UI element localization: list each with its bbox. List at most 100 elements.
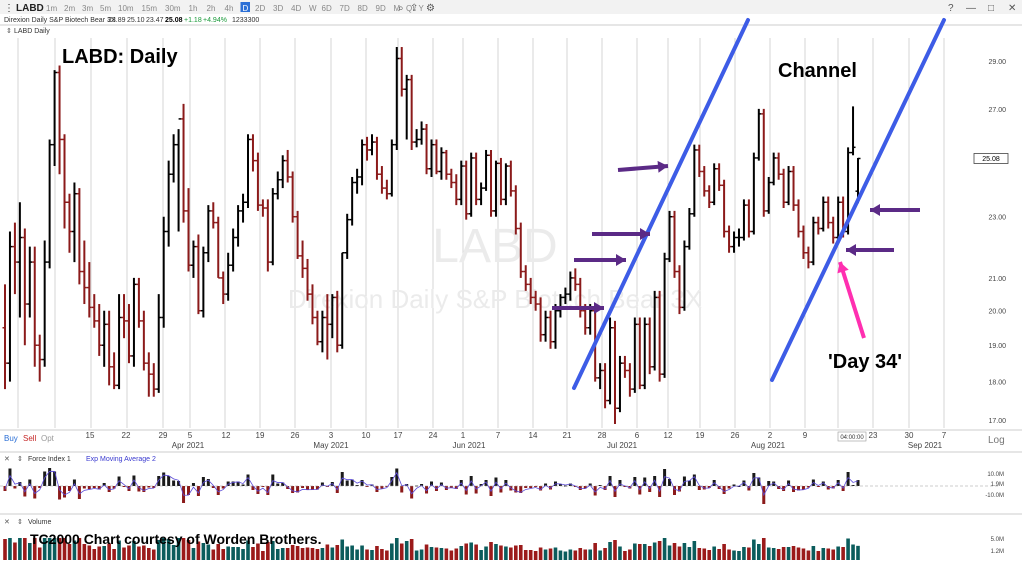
timeframe-button[interactable]: 1m (46, 4, 57, 13)
force-bar (241, 484, 245, 486)
price-bar (830, 216, 836, 244)
timeframe-button[interactable]: M (394, 4, 401, 13)
timeframe-button[interactable]: 5m (100, 4, 111, 13)
volume-bar (231, 547, 235, 560)
x-month-label: Jul 2021 (607, 441, 638, 450)
timeframe-button[interactable]: 3D (273, 4, 283, 13)
timeframe-button[interactable]: Q (406, 4, 412, 13)
price-bar (176, 118, 182, 232)
timeframe-button[interactable]: 6D (322, 4, 332, 13)
arrow-head (616, 254, 626, 266)
price-bar (503, 163, 509, 206)
price-bar (22, 228, 28, 346)
sell-button[interactable]: Sell (23, 434, 37, 443)
x-month-label: Sep 2021 (908, 441, 943, 450)
volume-bar (528, 550, 533, 560)
pane-drag-icon[interactable]: ⇕ (6, 27, 12, 35)
timeframe-button[interactable]: D (243, 4, 249, 13)
force-bar (633, 477, 637, 486)
options-button[interactable]: Opt (41, 434, 55, 443)
timeframe-button[interactable]: Y (419, 4, 425, 13)
volume-bar (27, 543, 32, 560)
close-icon[interactable]: ✕ (1008, 3, 1016, 14)
settings-icon[interactable]: ⚙ (426, 3, 435, 14)
volume-bar (196, 541, 201, 560)
force-bar (236, 481, 240, 486)
price-bar (195, 234, 201, 315)
volume-pane-drag-icon[interactable]: ⇕ (17, 518, 23, 526)
price-bar (270, 188, 276, 266)
price-bar (498, 157, 504, 206)
price-bar (622, 355, 628, 378)
force-pane-close-icon[interactable]: ✕ (4, 456, 10, 463)
timeframe-button[interactable]: 2h (207, 4, 216, 13)
price-bar (473, 152, 479, 206)
symbol-label[interactable]: LABD (16, 3, 44, 14)
force-bar (816, 486, 820, 487)
volume-bar (623, 551, 627, 560)
timeframe-button[interactable]: 4h (225, 4, 234, 13)
force-bar (752, 473, 756, 486)
volume-bar (102, 546, 106, 560)
price-bar (116, 294, 122, 390)
ema-label[interactable]: Exp Moving Average 2 (86, 456, 156, 463)
volume-bar (806, 550, 811, 560)
force-bar (851, 485, 855, 486)
timeframe-button[interactable]: 30m (165, 4, 181, 13)
timeframe-button[interactable]: 3m (82, 4, 93, 13)
minimize-icon[interactable]: — (966, 3, 976, 14)
help-icon[interactable]: ? (948, 3, 954, 14)
x-day-label: 24 (429, 431, 438, 440)
price-bar (662, 252, 668, 378)
volume-bar (82, 544, 87, 560)
force-pane-drag-icon[interactable]: ⇕ (17, 455, 23, 463)
volume-bar (221, 549, 226, 560)
force-bar (420, 484, 424, 486)
timeframe-button[interactable]: 1h (189, 4, 198, 13)
y-tick-label: 17.00 (988, 418, 1006, 425)
toolbar-background (0, 0, 1022, 14)
force-bar (544, 483, 548, 486)
timeframe-button[interactable]: 15m (142, 4, 158, 13)
force-bar (177, 481, 181, 486)
menu-icon[interactable]: ⋮ (4, 3, 14, 14)
timeframe-button[interactable]: 7D (340, 4, 350, 13)
timeframe-button[interactable]: 2m (64, 4, 75, 13)
volume-bar (32, 538, 37, 560)
volume-bar (434, 547, 439, 560)
volume-bar (454, 548, 459, 560)
price-bar (349, 176, 355, 226)
log-scale-toggle[interactable]: Log (988, 435, 1005, 446)
timeframe-button[interactable]: W (309, 4, 317, 13)
timeframe-button[interactable]: 8D (358, 4, 368, 13)
x-day-label: 2 (768, 431, 773, 440)
price-bar (200, 246, 206, 318)
annotation-arrows (552, 160, 920, 339)
x-day-label: 19 (256, 431, 265, 440)
volume-bar (92, 549, 97, 560)
buy-button[interactable]: Buy (4, 434, 18, 443)
search-icon[interactable]: ⌕ (398, 3, 404, 14)
force-index-label[interactable]: Force Index 1 (28, 456, 71, 463)
share-icon[interactable]: ⇪ (410, 3, 418, 14)
price-bar (483, 149, 489, 191)
timeframe-button[interactable]: 2D (255, 4, 265, 13)
force-bar (350, 479, 354, 486)
force-bar (410, 486, 414, 499)
volume-bar (285, 548, 290, 560)
volume-bar (315, 549, 320, 560)
force-bar (28, 479, 32, 486)
price-bar (815, 216, 821, 235)
price-bar (731, 231, 737, 253)
price-bar (255, 152, 261, 211)
volume-label[interactable]: Volume (28, 519, 51, 526)
volume-pane-close-icon[interactable]: ✕ (4, 519, 10, 526)
timeframe-button[interactable]: 9D (376, 4, 386, 13)
volume-bar (256, 543, 260, 560)
timeframe-button[interactable]: 10m (118, 4, 134, 13)
force-bar (186, 486, 190, 495)
maximize-icon[interactable]: □ (988, 3, 994, 14)
timeframe-button[interactable]: 4D (291, 4, 301, 13)
force-bar (13, 486, 17, 489)
price-bar (319, 310, 325, 353)
